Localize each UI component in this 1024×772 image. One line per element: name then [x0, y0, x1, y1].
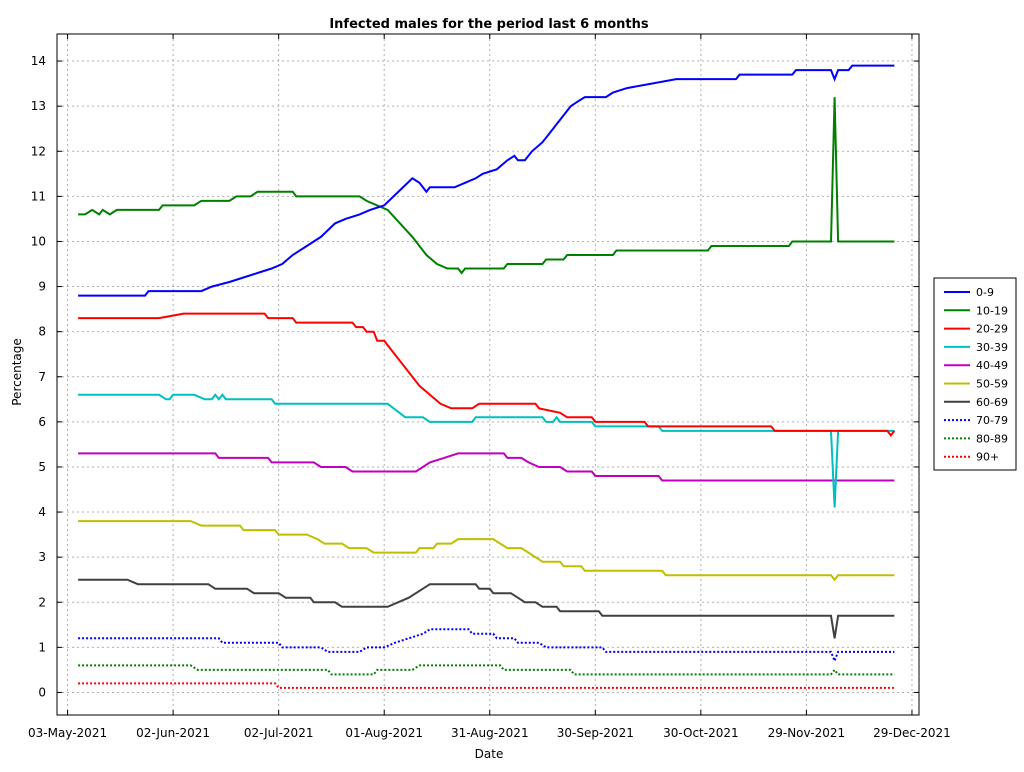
legend-label: 80-89 — [976, 432, 1008, 445]
series-line-10-19 — [78, 97, 895, 275]
x-tick-label: 02-Jul-2021 — [244, 726, 314, 740]
y-tick-label: 4 — [38, 505, 46, 519]
y-tick-label: 5 — [38, 460, 46, 474]
x-axis-label: Date — [475, 747, 504, 761]
legend-label: 0-9 — [976, 286, 994, 299]
x-tick-label: 03-May-2021 — [28, 726, 107, 740]
grid — [57, 34, 919, 715]
series-line-40-49 — [78, 452, 895, 482]
legend-label: 50-59 — [976, 378, 1008, 391]
x-tick-label: 29-Dec-2021 — [873, 726, 951, 740]
series-line-90-plus — [78, 682, 895, 689]
legend-label: 60-69 — [976, 396, 1008, 409]
x-tick-label: 30-Oct-2021 — [663, 726, 739, 740]
y-tick-label: 2 — [38, 595, 46, 609]
y-axis-label: Percentage — [10, 338, 24, 406]
y-tick-label: 0 — [38, 685, 46, 699]
legend-label: 70-79 — [976, 414, 1008, 427]
legend-label: 40-49 — [976, 359, 1008, 372]
legend-label: 20-29 — [976, 323, 1008, 336]
x-tick-label: 29-Nov-2021 — [768, 726, 846, 740]
x-tick-label: 02-Jun-2021 — [136, 726, 210, 740]
y-tick-label: 1 — [38, 640, 46, 654]
series-line-0-9 — [78, 64, 895, 297]
x-tick-label: 30-Sep-2021 — [557, 726, 634, 740]
y-tick-label: 14 — [31, 54, 46, 68]
legend-label: 30-39 — [976, 341, 1008, 354]
y-tick-label: 8 — [38, 325, 46, 339]
series-line-20-29 — [78, 312, 896, 438]
y-tick-label: 6 — [38, 415, 46, 429]
x-tick-label: 01-Aug-2021 — [345, 726, 423, 740]
series-line-80-89 — [78, 664, 895, 676]
chart-title: Infected males for the period last 6 mon… — [329, 17, 649, 32]
y-tick-label: 9 — [38, 280, 46, 294]
series-lines — [78, 64, 896, 689]
plot-frame — [56, 33, 920, 716]
series-line-30-39 — [78, 393, 895, 508]
legend-label: 90+ — [976, 451, 999, 464]
series-line-50-59 — [78, 520, 895, 582]
legend-label: 10-19 — [976, 304, 1008, 317]
y-tick-label: 13 — [31, 99, 46, 113]
y-tick-label: 10 — [31, 234, 46, 248]
y-tick-label: 12 — [31, 144, 46, 158]
series-line-70-79 — [78, 628, 895, 664]
y-tick-label: 11 — [31, 189, 46, 203]
legend: 0-9 10-19 20-29 30-39 40-49 50-59 60-69 70-79 80… — [933, 277, 1017, 471]
series-line-60-69 — [78, 578, 895, 639]
y-tick-label: 7 — [38, 370, 46, 384]
y-tick-label: 3 — [38, 550, 46, 564]
x-tick-label: 31-Aug-2021 — [451, 726, 529, 740]
